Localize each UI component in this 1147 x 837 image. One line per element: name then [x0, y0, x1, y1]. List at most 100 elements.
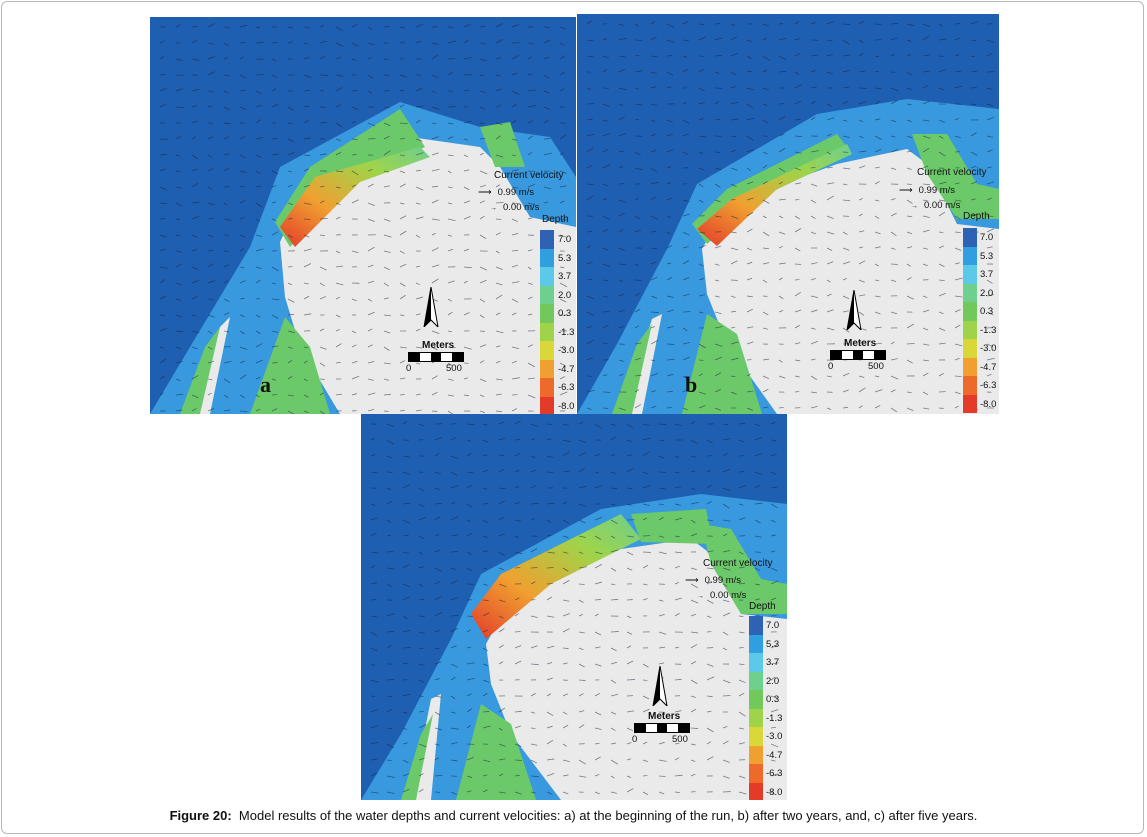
- depth-color-swatch: [749, 745, 763, 764]
- depth-tick-label: 3.7: [766, 657, 780, 668]
- depth-tick-label: -4.7: [980, 361, 997, 373]
- map-panel-b: Current velocity ⟶ 0.99 m/s → 0.00 m/s Dep…: [577, 14, 999, 414]
- panel-c-map: [361, 414, 787, 800]
- panel-b-map: [577, 14, 999, 414]
- depth-tick-label: -1.3: [980, 324, 997, 336]
- depth-tick-label: 2.0: [980, 287, 994, 299]
- depth-color-swatch: [540, 267, 554, 286]
- depth-tick-label: 3.7: [558, 271, 572, 282]
- depth-tick-label: -8.0: [558, 400, 575, 412]
- depth-tick-label: -4.7: [766, 749, 783, 761]
- meters-scale-bar: [634, 723, 690, 733]
- depth-color-swatch: [963, 394, 977, 413]
- meters-tick-0: 0: [632, 734, 638, 745]
- meters-tick-500: 500: [446, 363, 462, 374]
- depth-color-swatch: [963, 302, 977, 321]
- north-arrow-icon: [423, 287, 439, 327]
- velocity-legend-min: → 0.00 m/s: [490, 202, 540, 213]
- depth-tick-label: 2.0: [766, 675, 780, 687]
- meters-title: Meters: [648, 711, 681, 722]
- meters-scale-bar: [830, 350, 886, 360]
- depth-tick-label: -1.3: [558, 326, 575, 338]
- depth-tick-label: 5.3: [766, 638, 780, 650]
- depth-color-swatch: [963, 283, 977, 302]
- meters-tick-0: 0: [406, 363, 412, 374]
- depth-tick-label: 0.3: [766, 694, 780, 705]
- depth-color-swatch: [749, 671, 763, 690]
- depth-color-swatch: [963, 228, 977, 247]
- depth-tick-label: -8.0: [980, 398, 997, 410]
- velocity-legend-min: → 0.00 m/s: [911, 200, 961, 211]
- depth-legend-title: Depth: [749, 601, 776, 612]
- depth-tick-label: -3.0: [766, 731, 783, 742]
- panel-a-map: [150, 17, 576, 414]
- depth-color-swatch: [540, 322, 554, 341]
- depth-tick-label: 7.0: [980, 232, 994, 243]
- depth-tick-label: -6.3: [558, 382, 575, 393]
- depth-color-swatch: [540, 285, 554, 304]
- velocity-legend-title: Current velocity: [494, 170, 564, 181]
- depth-tick-label: 7.0: [558, 234, 572, 245]
- depth-tick-label: -4.7: [558, 363, 575, 375]
- meters-title: Meters: [844, 338, 877, 349]
- depth-tick-label: -3.0: [558, 345, 575, 356]
- meters-tick-0: 0: [828, 361, 834, 372]
- depth-tick-label: 0.3: [558, 308, 572, 319]
- velocity-legend-max: ⟶ 0.99 m/s: [478, 187, 535, 198]
- depth-tick-label: -3.0: [980, 343, 997, 354]
- depth-color-swatch: [749, 727, 763, 746]
- depth-color-swatch: [963, 357, 977, 376]
- depth-color-swatch: [749, 782, 763, 800]
- depth-color-swatch: [749, 690, 763, 709]
- map-panel-c: Current velocity ⟶ 0.99 m/s → 0.00 m/s Dep…: [361, 414, 787, 800]
- depth-color-swatch: [540, 359, 554, 378]
- depth-color-swatch: [749, 653, 763, 672]
- velocity-vectors: [370, 420, 779, 795]
- caption-text: Model results of the water depths and cu…: [238, 808, 978, 823]
- velocity-legend-title: Current velocity: [917, 167, 987, 178]
- meters-title: Meters: [422, 340, 455, 351]
- figure-caption: Figure 20: Model results of the water de…: [0, 808, 1147, 823]
- depth-tick-label: 0.3: [980, 306, 994, 317]
- velocity-legend-max: ⟶ 0.99 m/s: [899, 185, 956, 196]
- depth-color-swatch: [540, 341, 554, 360]
- depth-color-swatch: [540, 248, 554, 267]
- depth-color-swatch: [540, 396, 554, 414]
- depth-color-swatch: [749, 708, 763, 727]
- depth-color-bar: [749, 616, 763, 800]
- depth-color-swatch: [749, 764, 763, 783]
- depth-color-swatch: [540, 304, 554, 323]
- velocity-legend-title: Current velocity: [703, 558, 773, 569]
- depth-color-swatch: [540, 230, 554, 249]
- depth-tick-label: -8.0: [766, 786, 783, 798]
- depth-tick-label: -6.3: [980, 380, 997, 391]
- depth-legend-title: Depth: [542, 214, 569, 225]
- north-arrow-icon: [652, 666, 668, 706]
- depth-color-swatch: [749, 616, 763, 635]
- depth-tick-label: 5.3: [980, 250, 994, 262]
- depth-color-bar: [963, 228, 977, 413]
- depth-tick-label: 2.0: [558, 289, 572, 301]
- depth-color-swatch: [963, 246, 977, 265]
- caption-label: Figure 20:: [169, 808, 232, 823]
- velocity-vectors: [586, 20, 995, 413]
- depth-color-swatch: [963, 339, 977, 358]
- depth-tick-label: -1.3: [766, 712, 783, 724]
- depth-color-swatch: [963, 376, 977, 395]
- map-panel-a: Current velocity ⟶ 0.99 m/s → 0.00 m/s Dep…: [150, 17, 576, 414]
- panel-letter-a: a: [260, 372, 271, 397]
- panel-letter-b: b: [685, 372, 698, 397]
- velocity-legend-max: ⟶ 0.99 m/s: [685, 575, 742, 586]
- meters-tick-500: 500: [672, 734, 688, 745]
- meters-scale-bar: [408, 352, 464, 362]
- depth-color-swatch: [749, 634, 763, 653]
- meters-tick-500: 500: [868, 361, 884, 372]
- depth-tick-label: -6.3: [766, 768, 783, 779]
- depth-color-bar: [540, 230, 554, 414]
- depth-tick-label: 7.0: [766, 620, 780, 631]
- depth-legend-title: Depth: [963, 211, 990, 222]
- depth-tick-label: 3.7: [980, 269, 994, 280]
- depth-color-swatch: [540, 378, 554, 397]
- north-arrow-icon: [846, 290, 862, 330]
